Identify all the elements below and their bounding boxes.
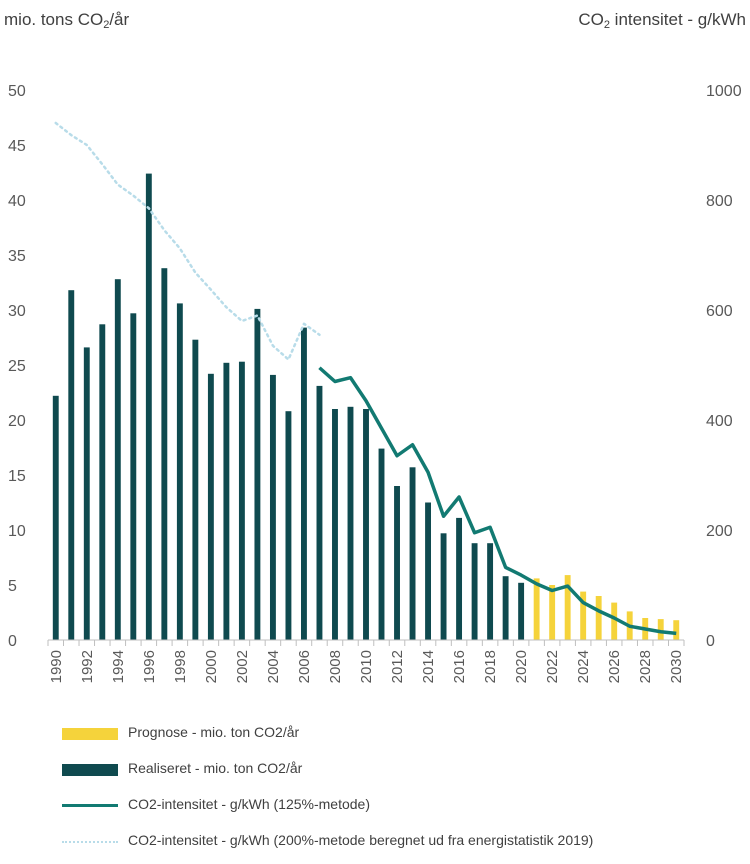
bar-prognose-2023 <box>564 575 571 640</box>
bar-realiseret-1991 <box>68 290 75 640</box>
x-tick-label-2024: 2024 <box>575 650 592 683</box>
y-left-tick-45: 45 <box>8 138 26 155</box>
bar-realiseret-2005 <box>285 411 292 640</box>
x-tick-label-2028: 2028 <box>637 650 654 683</box>
co2-chart: 0 5 10 15 20 25 30 35 40 45 50 0 200 400 600 800 1000 199… <box>8 83 742 683</box>
x-tick-label-2018: 2018 <box>482 650 499 683</box>
bar-realiseret-2003 <box>254 308 261 640</box>
legend-swatch-intensity-125 <box>62 804 118 807</box>
x-tick-label-2002: 2002 <box>234 650 251 683</box>
x-tick-label-1990: 1990 <box>48 650 65 683</box>
bar-realiseret-1990 <box>52 395 59 640</box>
y-axis-left-title: mio. tons CO2/år <box>4 10 130 31</box>
bar-realiseret-1996 <box>145 173 152 640</box>
x-tick-label-1996: 1996 <box>141 650 158 683</box>
bar-realiseret-2013 <box>409 467 416 640</box>
bar-realiseret-1998 <box>176 303 183 640</box>
x-tick-label-2006: 2006 <box>296 650 313 683</box>
x-tick-label-1998: 1998 <box>172 650 189 683</box>
bar-realiseret-2007 <box>316 385 323 640</box>
y-left-tick-15: 15 <box>8 468 26 485</box>
bar-prognose-2029 <box>657 619 664 640</box>
x-tick-label-2012: 2012 <box>389 650 406 683</box>
legend-label-realiseret: Realiseret - mio. ton CO2/år <box>128 760 303 776</box>
bar-realiseret-2020 <box>518 582 525 640</box>
x-tick-label-2022: 2022 <box>544 650 561 683</box>
y-left-tick-50: 50 <box>8 83 26 100</box>
bar-realiseret-2010 <box>363 409 369 640</box>
bar-realiseret-2008 <box>332 409 338 640</box>
bar-realiseret-1999 <box>192 339 199 640</box>
bar-realiseret-2004 <box>269 374 276 640</box>
x-tick-label-2000: 2000 <box>203 650 220 683</box>
bar-realiseret-2000 <box>207 373 214 640</box>
y-left-tick-0: 0 <box>8 633 17 650</box>
y-right-tick-0: 0 <box>706 633 715 650</box>
y-left-tick-35: 35 <box>8 248 26 265</box>
bar-realiseret-2016 <box>456 517 463 640</box>
bar-realiseret-2019 <box>502 576 509 640</box>
y-right-tick-1000: 1000 <box>706 83 742 100</box>
y-left-tick-40: 40 <box>8 193 26 210</box>
y-left-tick-20: 20 <box>8 413 26 430</box>
bar-prognose-2025 <box>595 596 602 640</box>
x-tick-label-1992: 1992 <box>79 650 96 683</box>
x-tick-label-2030: 2030 <box>668 650 685 683</box>
bar-realiseret-2011 <box>378 448 385 640</box>
x-tick-label-2008: 2008 <box>327 650 344 683</box>
bar-prognose-2024 <box>580 591 587 640</box>
bar-realiseret-2006 <box>301 327 307 640</box>
y-right-tick-400: 400 <box>706 413 733 430</box>
bar-prognose-2021 <box>533 578 540 640</box>
y-right-tick-800: 800 <box>706 193 733 210</box>
legend-swatch-realiseret <box>62 764 118 776</box>
y-axis-right-title: CO2 intensitet - g/kWh <box>578 10 746 31</box>
legend-label-intensity-125: CO2-intensitet - g/kWh (125%-metode) <box>128 796 370 812</box>
bar-realiseret-2001 <box>223 362 230 640</box>
bar-prognose-2026 <box>611 602 618 640</box>
bar-realiseret-1993 <box>99 324 106 640</box>
y-left-tick-30: 30 <box>8 303 26 320</box>
x-tick-label-1994: 1994 <box>110 650 127 683</box>
y-left-tick-10: 10 <box>8 523 26 540</box>
bar-prognose-2022 <box>549 585 556 640</box>
x-tick-label-2004: 2004 <box>265 650 282 683</box>
y-left-tick-5: 5 <box>8 578 17 595</box>
bar-realiseret-1992 <box>83 347 90 640</box>
legend-label-intensity-200: CO2-intensitet - g/kWh (200%-metode bere… <box>128 832 594 848</box>
legend-swatch-prognose <box>62 728 118 740</box>
bar-realiseret-2014 <box>425 502 431 640</box>
x-tick-label-2014: 2014 <box>420 650 437 683</box>
y-right-tick-200: 200 <box>706 523 733 540</box>
x-tick-label-2010: 2010 <box>358 650 375 683</box>
x-tick-label-2026: 2026 <box>606 650 623 683</box>
y-left-tick-25: 25 <box>8 358 26 375</box>
bar-realiseret-1994 <box>114 279 121 640</box>
y-right-tick-600: 600 <box>706 303 733 320</box>
legend-swatch-intensity-200 <box>62 841 118 843</box>
bar-prognose-2030 <box>673 620 680 640</box>
x-tick-label-2020: 2020 <box>513 650 530 683</box>
bar-realiseret-2009 <box>347 406 354 640</box>
bar-realiseret-1995 <box>130 313 137 640</box>
bar-realiseret-2002 <box>238 361 245 640</box>
line-intensity-200 <box>54 121 321 361</box>
bar-realiseret-2012 <box>394 486 400 640</box>
bar-realiseret-1997 <box>161 268 168 640</box>
line-intensity-125 <box>318 366 677 636</box>
bar-realiseret-2017 <box>471 543 478 640</box>
x-tick-label-2016: 2016 <box>451 650 468 683</box>
bar-realiseret-2015 <box>440 533 447 640</box>
legend-label-prognose: Prognose - mio. ton CO2/år <box>128 724 300 740</box>
bar-realiseret-2018 <box>487 543 494 640</box>
